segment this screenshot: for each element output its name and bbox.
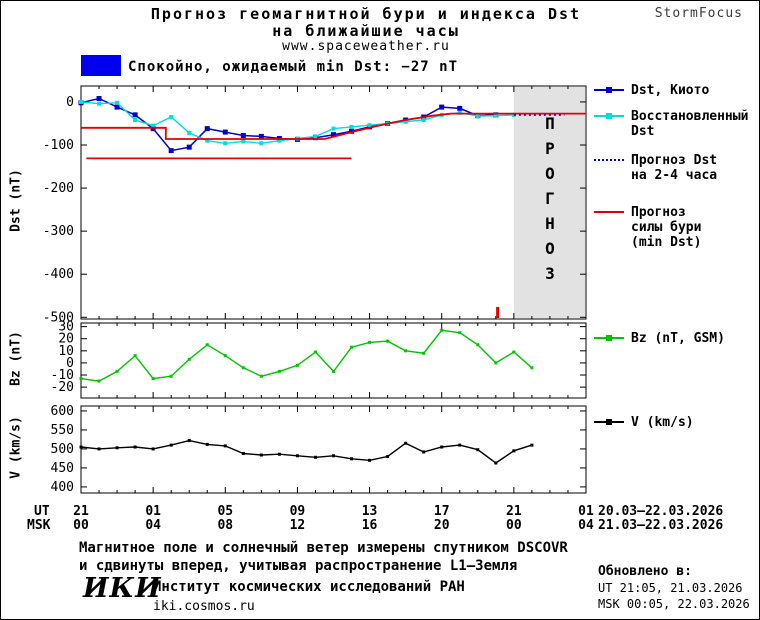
- x-axis-label: 05: [217, 504, 233, 519]
- series-2-0: [80, 439, 533, 464]
- series-0-0: [80, 97, 496, 152]
- x-axis-label: 20.03–22.03.2026: [598, 504, 723, 519]
- legend-item-restored-dst: Восстановленный Dst: [594, 109, 748, 139]
- legend-label: V (km/s): [631, 415, 694, 430]
- x-axis-label: UT: [34, 504, 50, 519]
- legend-label: Прогноз: [631, 205, 686, 220]
- y-tick-label: -200: [43, 181, 74, 196]
- institute-name: Институт космических исследований РАН: [153, 579, 465, 595]
- panel-frame-0: [80, 85, 587, 320]
- legend-red-line: [594, 211, 624, 213]
- legend-item-storm-forecast: Прогноз силы бури (min Dst): [594, 205, 701, 250]
- legend-line-dst-kyoto: [594, 87, 624, 93]
- y-tick-label: 0: [66, 356, 74, 371]
- y-tick-label: 450: [51, 461, 74, 476]
- updated-msk: MSK 00:05, 22.03.2026: [598, 597, 750, 611]
- x-axis-label: 00: [506, 518, 522, 533]
- iki-logo: ИКИ: [83, 573, 162, 604]
- legend-line-v: [594, 419, 624, 425]
- forecast-band-label: З: [545, 264, 555, 283]
- y-tick-label: -10: [51, 368, 74, 383]
- forecast-band-label: Н: [545, 214, 555, 233]
- x-axis-label: 08: [217, 518, 233, 533]
- updated-ut: UT 21:05, 21.03.2026: [598, 581, 743, 595]
- y-tick-label: 400: [51, 480, 74, 495]
- legend-label: Прогноз Dst: [631, 153, 718, 168]
- x-axis-label: 17: [434, 504, 450, 519]
- square-marker-icon: [606, 419, 612, 425]
- forecast-band-label: Р: [545, 139, 555, 158]
- page-title-line1: Прогноз геомагнитной бури и индекса Dst: [150, 5, 582, 23]
- legend-item-bz: Bz (nT, GSM): [594, 331, 725, 346]
- y-tick-label: 600: [51, 404, 74, 419]
- legend-line-restored-dst: [594, 113, 624, 119]
- legend-label: Восстановленный: [631, 109, 749, 124]
- y-tick-label: 20: [58, 332, 74, 347]
- status-color-swatch: [81, 55, 121, 76]
- forecast-band: [513, 87, 585, 318]
- legend-line-bz: [594, 335, 624, 341]
- x-axis-label: 21.03–22.03.2026: [598, 518, 723, 533]
- x-axis-label: 09: [290, 504, 306, 519]
- legend-label: на 2-4 часа: [631, 168, 718, 183]
- y-tick-label: -100: [43, 138, 74, 153]
- panel-frame-1: [80, 322, 587, 399]
- y-tick-label: 550: [51, 423, 74, 438]
- legend-label: силы бури: [631, 220, 702, 235]
- forecast-band-label: О: [545, 239, 555, 258]
- x-axis-label: 01: [145, 504, 161, 519]
- y-tick-label: -400: [43, 267, 74, 282]
- x-axis-label: 13: [362, 504, 378, 519]
- y-axis-label-dst: Dst (nT): [8, 169, 24, 232]
- legend-item-dst-kyoto: Dst, Киото: [594, 83, 709, 98]
- footnote-line2: и сдвинуты вперед, учитывая распростране…: [79, 558, 518, 574]
- x-axis-label: 20: [434, 518, 450, 533]
- y-tick-label: -300: [43, 224, 74, 239]
- x-axis-label: 01: [578, 504, 594, 519]
- series-0-3: [81, 112, 586, 160]
- x-axis-label: 12: [290, 518, 306, 533]
- y-axis-label-v: V (km/s): [8, 416, 24, 479]
- legend-label: Bz (nT, GSM): [631, 331, 725, 346]
- updated-label: Обновлено в:: [598, 564, 692, 579]
- y-tick-label: 30: [58, 320, 74, 335]
- legend-dotted-line: [594, 159, 624, 161]
- square-marker-icon: [606, 87, 612, 93]
- series-1-0: [80, 329, 533, 382]
- footnote-line1: Магнитное поле и солнечный ветер измерен…: [79, 540, 568, 556]
- x-axis-label: 21: [506, 504, 522, 519]
- x-axis-label: 00: [73, 518, 89, 533]
- x-axis-label: 04: [578, 518, 594, 533]
- forecast-band-label: Г: [545, 189, 555, 208]
- page-title-line2: на ближайшие часы: [272, 22, 460, 40]
- forecast-band-label: О: [545, 164, 555, 183]
- x-axis-label: 04: [145, 518, 161, 533]
- y-tick-label: 0: [66, 95, 74, 110]
- legend-label: (min Dst): [631, 235, 702, 250]
- x-axis-label: 16: [362, 518, 378, 533]
- legend-label: Dst, Киото: [631, 83, 710, 98]
- legend-label: Dst: [631, 124, 655, 139]
- x-axis-label: 21: [73, 504, 89, 519]
- legend-item-v: V (km/s): [594, 415, 694, 430]
- y-tick-label: 10: [58, 344, 74, 359]
- square-marker-icon: [606, 113, 612, 119]
- y-tick-label: 500: [51, 442, 74, 457]
- x-axis-label: MSK: [27, 518, 51, 533]
- y-tick-label: -20: [51, 380, 74, 395]
- y-tick-label: -500: [43, 310, 74, 325]
- brand-label: StormFocus: [654, 6, 743, 21]
- panel-frame-2: [80, 405, 587, 494]
- institute-site: iki.cosmos.ru: [153, 599, 255, 614]
- forecast-band-label: П: [545, 114, 555, 133]
- status-text: Спокойно, ожидаемый min Dst: −27 nT: [128, 59, 459, 75]
- legend-item-dst-forecast: Прогноз Dst на 2-4 часа: [594, 153, 717, 183]
- square-marker-icon: [606, 335, 612, 341]
- site-subtitle: www.spaceweather.ru: [282, 39, 450, 54]
